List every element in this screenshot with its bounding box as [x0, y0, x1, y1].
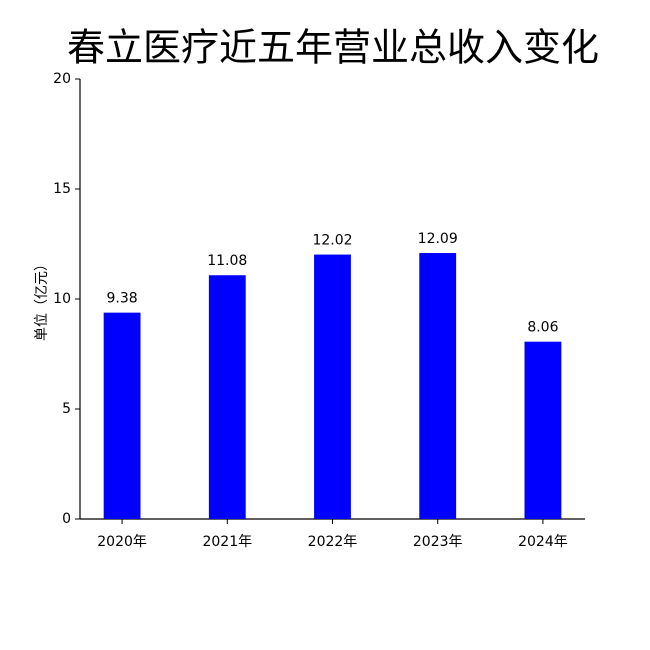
bar — [419, 253, 457, 519]
bar — [208, 275, 246, 519]
value-label: 8.06 — [527, 320, 558, 336]
chart-title: 春立医疗近五年营业总收入变化 — [67, 26, 599, 70]
y-axis-label: 单位（亿元） — [34, 257, 50, 341]
x-tick-label: 2023年 — [413, 534, 463, 550]
x-tick-label: 2020年 — [97, 534, 147, 550]
y-tick-label: 20 — [53, 71, 71, 87]
bar — [103, 312, 141, 519]
y-tick-label: 5 — [62, 401, 71, 417]
x-tick-label: 2021年 — [202, 534, 252, 550]
y-tick-label: 10 — [53, 291, 71, 307]
bar — [314, 254, 351, 519]
x-tick-label: 2022年 — [308, 534, 358, 550]
y-tick-label: 0 — [62, 511, 71, 527]
value-label: 12.02 — [312, 233, 352, 249]
value-label: 12.09 — [418, 231, 458, 247]
value-label: 9.38 — [106, 291, 137, 307]
bar — [524, 341, 562, 519]
value-label: 11.08 — [207, 253, 247, 269]
y-tick-label: 15 — [53, 181, 71, 197]
x-tick-label: 2024年 — [518, 534, 568, 550]
